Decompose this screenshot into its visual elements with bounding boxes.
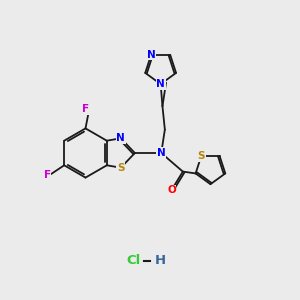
Text: S: S [117,163,124,173]
Text: S: S [197,151,205,161]
Text: Cl: Cl [126,254,141,268]
Text: N: N [116,133,125,143]
Text: N: N [157,148,166,158]
Text: O: O [167,185,176,195]
Text: N: N [156,79,165,89]
Text: F: F [44,170,51,180]
Text: F: F [82,104,89,114]
Text: H: H [155,254,166,268]
Text: N: N [147,50,155,60]
